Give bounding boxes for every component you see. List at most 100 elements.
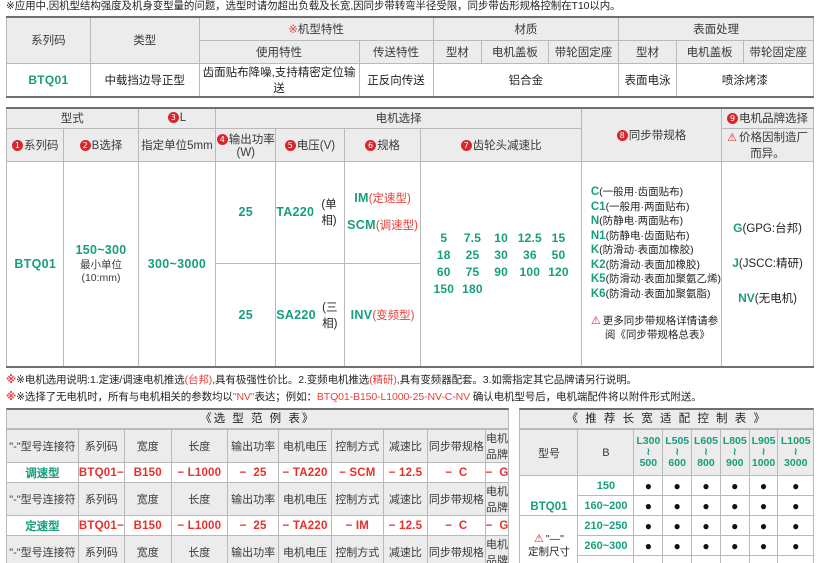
cell-power-row1: 25 [216,162,276,264]
belt-code: K2 [590,258,606,271]
ex-type-2: 定速型 [6,515,79,536]
brand-desc: (JSCC:精研) [738,258,803,271]
th-brand-note: ⚠ 价格因制造厂而异。 [721,127,814,162]
gear-ratio-grid: 5 7.5 10 12.5 15 18 25 30 36 50 60 75 90… [421,231,580,296]
voltage-desc-2: (三相) [322,301,338,330]
belt-spec-item: K5(防滑动·表面加聚氨乙烯) [591,272,721,287]
ex-col-width: 宽度 [123,482,172,516]
ex-series-1: BTQ01− [77,462,125,483]
th-voltage-label: 电压(V) [296,139,336,152]
cell-surface-profile: 表面电泳 [618,62,677,98]
brand-item: J(JSCC:精研) [722,246,813,281]
rc-mark: — [719,555,750,563]
rc-mark: ● [633,475,664,496]
ex-col-connector: "-"型号连接符 [6,429,79,463]
ex-col-series: 系列码 [77,429,125,463]
ex-col-power: 输出功率 [226,429,280,463]
brand-code: G [733,221,743,236]
cell-series-code-2: BTQ01 [5,160,65,368]
rc-col-model: 型号 [519,429,579,476]
rc-l-bottom: 1000 [751,457,776,469]
cell-spec-row2: INV(变频型) [345,264,421,366]
note1-red1: (台邦) [184,374,213,386]
rc-mark: ● [662,515,693,536]
rc-l-bottom: 800 [697,457,715,469]
note2-red2: BTQ01-B150-L1000-25-NV-C-NV [316,391,470,403]
rc-l-top: L905 [751,435,776,447]
note1-mid: ,具有极强性价比。2.变频电机推选 [212,374,370,386]
th-type: 类型 [89,16,200,64]
cell-voltage-row1: TA220 (单相) [276,162,344,264]
th-machine-features: ※机型特性 [198,16,434,41]
rc-col-b: B [577,429,635,476]
th-b-select: 2 B选择 [63,127,139,162]
warning-triangle-icon: ⚠ [727,131,737,144]
ex-brand-1: − G [484,462,510,483]
ex-col-length: 长度 [170,429,228,463]
rc-mark: ● [633,535,664,556]
rc-b-value: — [577,555,635,563]
asterisk-icon-2: ※ [6,374,17,386]
gear-ratio-item: 90 [494,265,509,280]
rc-mark: — [662,555,693,563]
gear-ratio-item: 36 [522,248,537,263]
belt-spec-list: C(一般用·齿面贴布) C1(一般用·两面贴布) N(防静电·两面贴布) N1(… [582,185,721,301]
asterisk-icon-3: ※ [6,391,17,403]
rc-l-top: L1005 [780,435,811,447]
rc-mark: ● [777,495,814,516]
belt-spec-item: N(防静电·两面贴布) [591,214,721,229]
th-brand-select: 9 电机品牌选择 [721,107,814,129]
table-header-row: 系列码 类型 ※机型特性 材质 表面处理 [6,16,814,64]
spec-item-scm: SCM(调速型) [347,212,418,239]
gear-ratio-item: 120 [548,265,569,280]
voltage-code-1: TA220 [276,205,315,220]
th-length-unit: 指定单位5mm [137,127,217,162]
rc-mark: ● [748,535,779,556]
ex-col-width: 宽度 [123,535,172,563]
belt-spec-item: K2(防滑动·表面加橡胶) [591,258,721,273]
spec-code-inv: INV [350,307,373,322]
warning-triangle-icon-2: ⚠ [590,315,601,328]
th-surface: 表面处理 [618,16,814,41]
gear-ratio-item: 150 [433,282,455,297]
table-row: ⚠ "—" 定制尺寸 210~250 ● ● ● ● ● ● [519,515,814,563]
belt-desc: (防滑动·表面加聚氨乙烯) [605,273,722,286]
cell-b-min-2: (10:mm) [81,271,121,284]
note1-prefix: ※电机选用说明:1.定速/调速电机推选 [16,374,185,386]
rc-mark: ● [748,515,779,536]
belt-code: K6 [590,287,606,300]
cell-spec: IM(定速型) SCM(调速型) INV(变频型) [343,160,422,368]
rc-mark: — [633,555,664,563]
th-brand-select-label: 电机品牌选择 [739,113,809,126]
recommend-table: 型号 B L300 ≀ 500 L505 ≀ 600 L605 ≀ 800 L805 ≀ 900 [519,429,814,563]
rc-col-l605: L605 ≀ 800 [691,429,721,476]
belt-desc: (防静电·两面贴布) [599,215,684,228]
ex-col-series: 系列码 [77,482,125,516]
rc-mark: ● [633,515,664,536]
example-header-row: "-"型号连接符 系列码 宽度 长度 输出功率 电机电压 控制方式 减速比 同步… [6,535,510,563]
belt-spec-item: K(防滑动·表面加橡胶) [591,243,721,258]
cell-transfer-feature: 正反向传送 [358,62,434,98]
cell-voltage-row2: SA220 (三相) [276,264,343,366]
cell-length-range: 300~3000 [137,160,217,368]
ex-col-voltage: 电机电压 [278,482,332,516]
th-material-profile: 型材 [432,39,483,64]
cell-brands: G(GPG:台邦) J(JSCC:精研) NV(无电机) [721,160,814,368]
ex-voltage-1: − TA220 [278,462,332,483]
belt-code: K5 [590,273,606,286]
warning-triangle-icon-3: ⚠ [534,532,544,545]
cell-series-code: BTQ01 [6,62,91,98]
ex-col-belt: 同步带规格 [427,429,486,463]
rc-l-bottom: 500 [639,457,658,469]
rc-mark: ● [662,495,693,516]
gear-ratio-item: 180 [462,282,483,297]
example-table-wrap: 《选 型 范 例 表》 "-"型号连接符 系列码 宽度 长度 输出功率 电机电压… [6,408,510,563]
example-table: "-"型号连接符 系列码 宽度 长度 输出功率 电机电压 控制方式 减速比 同步… [6,429,510,563]
rc-col-l505: L505 ≀ 600 [662,429,693,476]
gear-ratio-item: 15 [551,231,566,246]
brand-desc: (无电机) [754,293,797,306]
rc-custom-text: 定制尺寸 [527,545,570,558]
